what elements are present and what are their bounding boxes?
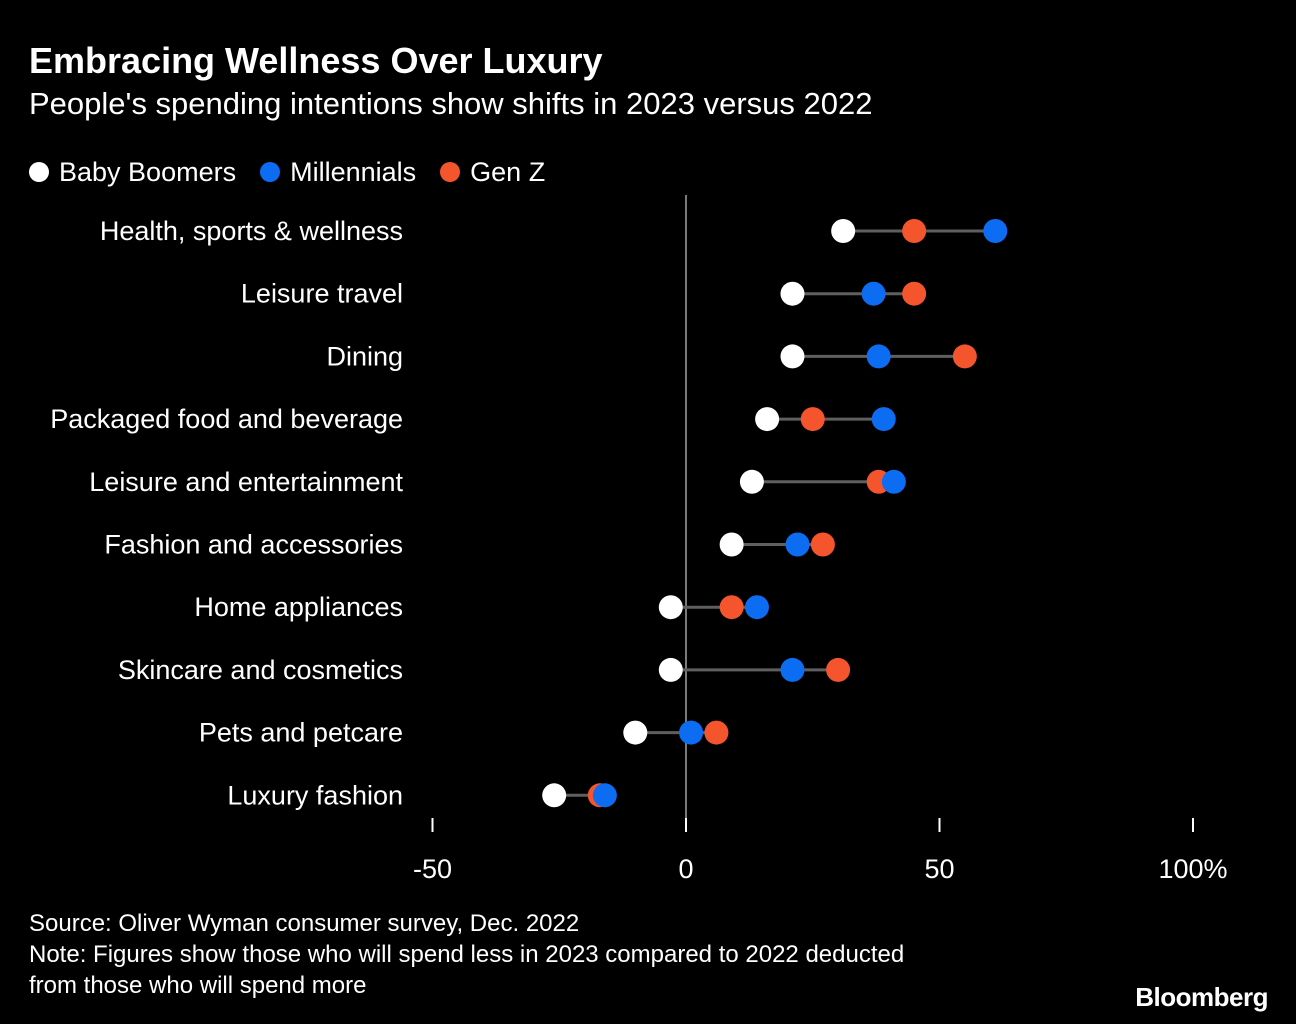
category-label: Pets and petcare [199, 718, 403, 748]
dot-millennials [866, 344, 891, 369]
dot-gen-z [826, 657, 851, 682]
dot-gen-z [902, 219, 927, 243]
category-label: Home appliances [194, 592, 403, 622]
dot-gen-z [902, 281, 927, 306]
legend-swatch-gen-z [440, 162, 461, 182]
x-tick-label: 50 [924, 854, 954, 884]
x-tick-label: 0 [678, 854, 693, 884]
legend-swatch-baby-boomers [29, 162, 49, 182]
dot-millennials [679, 720, 704, 745]
dot-millennials [592, 783, 617, 808]
dot-millennials [744, 595, 769, 620]
dot-gen-z [800, 407, 825, 432]
dot-millennials [861, 281, 886, 306]
dot-baby-boomers [780, 281, 805, 306]
x-tick-label: 100% [1158, 854, 1227, 884]
dot-baby-boomers [755, 407, 780, 432]
dot-baby-boomers [623, 720, 648, 745]
category-label: Leisure and entertainment [89, 467, 403, 497]
dot-baby-boomers [780, 344, 805, 369]
dot-millennials [983, 219, 1008, 243]
legend-swatch-millennials [260, 162, 281, 182]
dot-baby-boomers [831, 219, 856, 243]
category-label: Health, sports & wellness [100, 216, 403, 246]
x-tick-label: -50 [413, 854, 452, 884]
category-label: Fashion and accessories [104, 530, 403, 560]
source-text: Source: Oliver Wyman consumer survey, De… [29, 910, 580, 937]
category-label: Packaged food and beverage [50, 404, 403, 434]
dot-gen-z [952, 344, 977, 369]
category-label: Leisure travel [241, 279, 403, 309]
legend-item-millennials: Millennials [260, 157, 416, 188]
dot-baby-boomers [658, 595, 683, 620]
legend: Baby Boomers Millennials Gen Z [29, 152, 569, 192]
note-line-1: Note: Figures show those who will spend … [29, 941, 905, 968]
chart-title: Embracing Wellness Over Luxury [29, 40, 603, 81]
dot-gen-z [810, 532, 835, 557]
dot-baby-boomers [719, 532, 744, 557]
legend-label-millennials: Millennials [290, 156, 417, 187]
dot-millennials [881, 469, 906, 494]
note-line-2: from those who will spend more [29, 972, 367, 999]
bloomberg-logo: Bloomberg [1135, 982, 1268, 1012]
dot-plot: -50 0 50 100% Health, sports & wellness Leisu… [50, 195, 1228, 884]
dot-millennials [785, 532, 810, 557]
category-label: Dining [326, 341, 403, 371]
dot-baby-boomers [658, 657, 683, 682]
category-label: Skincare and cosmetics [118, 655, 403, 685]
legend-item-gen-z: Gen Z [440, 157, 545, 188]
category-label: Luxury fashion [227, 780, 403, 810]
dot-millennials [871, 407, 896, 432]
legend-label-gen-z: Gen Z [470, 156, 546, 187]
dot-gen-z [704, 720, 729, 745]
dot-gen-z [719, 595, 744, 620]
footnotes: Source: Oliver Wyman consumer survey, De… [29, 908, 1039, 1001]
legend-label-baby-boomers: Baby Boomers [59, 156, 237, 187]
legend-item-baby-boomers: Baby Boomers [29, 157, 236, 188]
dot-millennials [780, 657, 805, 682]
chart-subtitle: People's spending intentions show shifts… [29, 86, 873, 121]
dot-baby-boomers [739, 469, 764, 494]
dot-baby-boomers [542, 783, 567, 808]
